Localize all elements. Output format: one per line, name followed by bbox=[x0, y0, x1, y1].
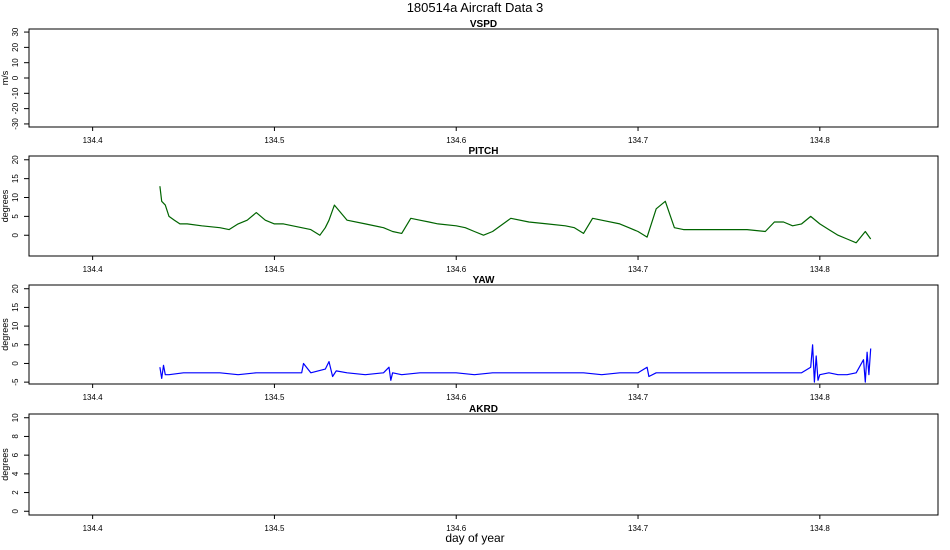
akrd-y-tick-label: 8 bbox=[11, 434, 20, 439]
vspd-y-tick-label: -20 bbox=[11, 102, 20, 114]
vspd-plot-frame bbox=[28, 28, 939, 128]
pitch-y-tick-label: 0 bbox=[11, 232, 20, 237]
vspd-y-tick-label: 10 bbox=[11, 58, 20, 67]
pitch-y-tick-label: 15 bbox=[11, 174, 20, 183]
vspd-panel-title: VSPD bbox=[470, 19, 497, 30]
yaw-data-line bbox=[159, 344, 872, 383]
akrd-x-tick-label: 134.5 bbox=[264, 524, 285, 533]
pitch-y-tick-label: 20 bbox=[11, 155, 20, 164]
yaw-x-tick-label: 134.8 bbox=[810, 393, 831, 402]
akrd-x-tick-label: 134.6 bbox=[446, 524, 467, 533]
yaw-x-tick-label: 134.5 bbox=[264, 393, 285, 402]
yaw-y-tick-label: 10 bbox=[11, 321, 20, 330]
vspd-y-tick-label: 20 bbox=[11, 42, 20, 51]
pitch-x-tick-label: 134.4 bbox=[83, 265, 104, 274]
yaw-x-tick-label: 134.4 bbox=[83, 393, 104, 402]
vspd-y-tick-label: -10 bbox=[11, 87, 20, 99]
yaw-y-tick-label: 0 bbox=[11, 361, 20, 366]
vspd-x-tick-label: 134.6 bbox=[446, 136, 467, 145]
yaw-y-axis-label: degrees bbox=[0, 318, 10, 351]
pitch-x-tick-label: 134.8 bbox=[810, 265, 831, 274]
vspd-x-tick-label: 134.7 bbox=[628, 136, 649, 145]
akrd-y-axis-label: degrees bbox=[0, 448, 10, 481]
yaw-y-tick-label: 20 bbox=[11, 284, 20, 293]
vspd-y-tick-label: -30 bbox=[11, 118, 20, 130]
akrd-y-tick-label: 0 bbox=[11, 508, 20, 513]
yaw-y-tick-label: 5 bbox=[11, 342, 20, 347]
pitch-panel-title: PITCH bbox=[469, 146, 499, 157]
yaw-panel-title: YAW bbox=[473, 275, 495, 286]
pitch-y-axis-label: degrees bbox=[0, 189, 10, 222]
vspd-y-tick-label: 0 bbox=[11, 75, 20, 80]
pitch-plot-frame bbox=[28, 155, 939, 257]
pitch-y-tick-label: 10 bbox=[11, 193, 20, 202]
akrd-y-tick-label: 6 bbox=[11, 452, 20, 457]
vspd-y-axis-label: m/s bbox=[0, 70, 10, 85]
akrd-x-tick-label: 134.4 bbox=[83, 524, 104, 533]
pitch-data-line bbox=[159, 186, 872, 244]
akrd-y-tick-label: 2 bbox=[11, 490, 20, 495]
akrd-x-tick-label: 134.8 bbox=[810, 524, 831, 533]
vspd-y-tick-label: 30 bbox=[11, 27, 20, 36]
figure-title: 180514a Aircraft Data 3 bbox=[406, 0, 544, 15]
vspd-x-tick-label: 134.8 bbox=[810, 136, 831, 145]
pitch-x-tick-label: 134.5 bbox=[264, 265, 285, 274]
yaw-x-tick-label: 134.7 bbox=[628, 393, 649, 402]
yaw-plot-frame bbox=[28, 284, 939, 385]
yaw-y-tick-label: 15 bbox=[11, 302, 20, 311]
x-axis-label: day of year bbox=[445, 531, 505, 545]
pitch-x-tick-label: 134.6 bbox=[446, 265, 467, 274]
yaw-y-tick-label: -5 bbox=[11, 378, 20, 386]
akrd-plot-frame bbox=[28, 413, 939, 516]
akrd-panel-title: AKRD bbox=[469, 404, 498, 415]
vspd-x-tick-label: 134.5 bbox=[264, 136, 285, 145]
yaw-x-tick-label: 134.6 bbox=[446, 393, 467, 402]
pitch-y-tick-label: 5 bbox=[11, 214, 20, 219]
akrd-y-tick-label: 4 bbox=[11, 471, 20, 476]
akrd-x-tick-label: 134.7 bbox=[628, 524, 649, 533]
akrd-y-tick-label: 10 bbox=[11, 413, 20, 422]
vspd-x-tick-label: 134.4 bbox=[83, 136, 104, 145]
pitch-x-tick-label: 134.7 bbox=[628, 265, 649, 274]
